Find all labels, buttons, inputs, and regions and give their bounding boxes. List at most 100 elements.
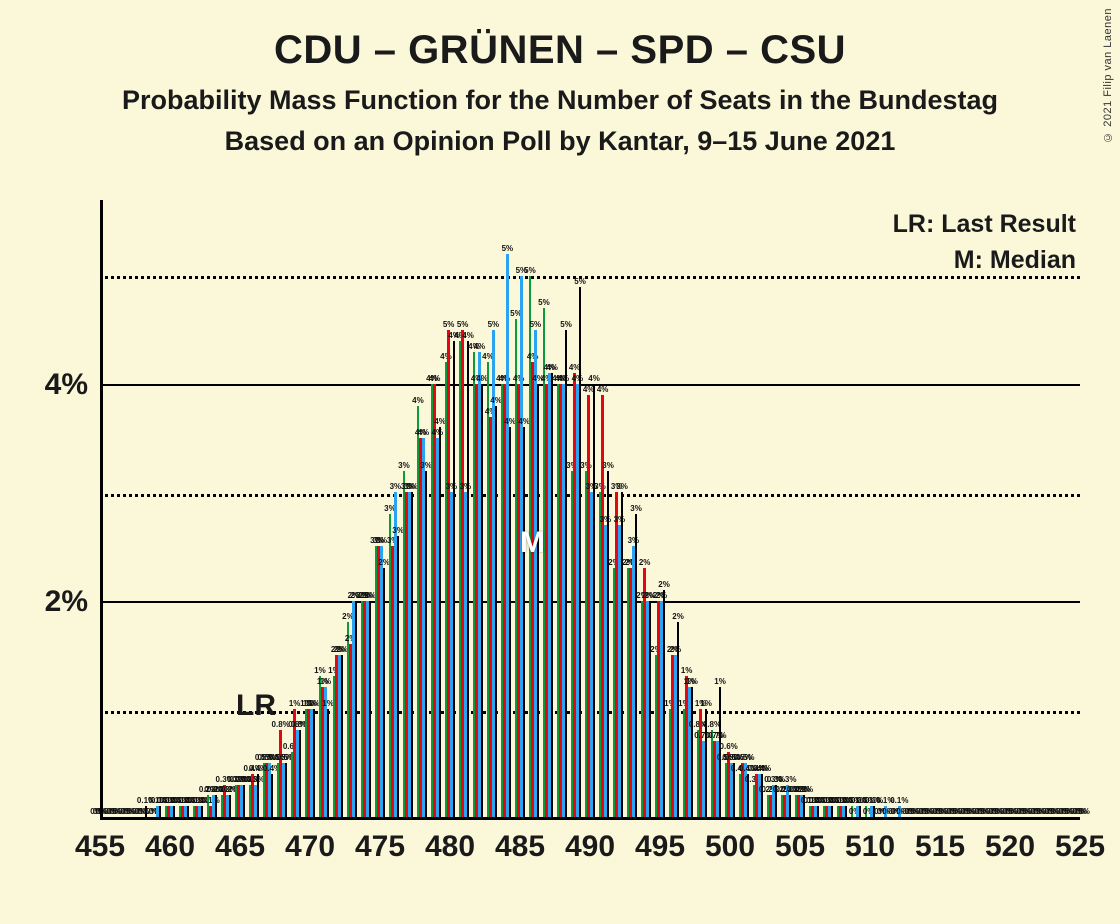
- bar-value-label: 0.5%: [736, 753, 754, 763]
- bar-value-label: 3%: [600, 515, 612, 525]
- x-tick-label: 515: [915, 830, 965, 864]
- bar-value-label: 3%: [594, 482, 606, 492]
- x-tick-label: 500: [705, 830, 755, 864]
- bar-cdu: 3%: [397, 536, 400, 817]
- annotation-last-result: LR: [236, 689, 276, 723]
- bar-cdu: 0.1%: [187, 806, 190, 817]
- chart-subtitle-2: Based on an Opinion Poll by Kantar, 9–15…: [0, 126, 1120, 157]
- bar-value-label: 3%: [376, 536, 388, 546]
- bar-cdu: 4%: [481, 384, 484, 817]
- bar-cdu: 4%: [467, 341, 470, 817]
- legend-lr: LR: Last Result: [893, 206, 1076, 242]
- bar-cdu: 0.4%: [257, 774, 260, 817]
- y-tick-label: 4%: [8, 368, 88, 402]
- x-tick-label: 475: [355, 830, 405, 864]
- bar-cdu: 2%: [355, 601, 358, 817]
- bar-cdu: 1%: [327, 709, 330, 817]
- bar-value-label: 0.1%: [890, 796, 908, 806]
- x-tick-label: 505: [775, 830, 825, 864]
- x-tick-label: 490: [565, 830, 615, 864]
- bar-value-label: 4%: [474, 342, 486, 352]
- y-tick-label: 2%: [8, 585, 88, 619]
- bar-value-label: 3%: [628, 536, 640, 546]
- x-tick-label: 480: [425, 830, 475, 864]
- bar-value-label: 4%: [432, 428, 444, 438]
- bar-cdu: 0.2%: [215, 795, 218, 817]
- bar-value-label: 0.2%: [795, 785, 813, 795]
- bar-value-label: 3%: [616, 482, 628, 492]
- bar-value-label: 4%: [527, 352, 539, 362]
- bar-cdu: 0.1%: [817, 806, 820, 817]
- bar-value-label: 4%: [572, 374, 584, 384]
- x-tick-label: 470: [285, 830, 335, 864]
- bar-value-label: 2%: [639, 558, 651, 568]
- bar-value-label: 1%: [714, 677, 726, 687]
- bars-layer: 0%0%0%0%0%0%0%0%0%0%0%0%0%0%0%0.1%0%0%0.…: [100, 200, 1080, 820]
- bar-cdu: 4%: [537, 384, 540, 817]
- chart-page: © 2021 Filip van Laenen CDU – GRÜNEN – S…: [0, 0, 1120, 924]
- bar-cdu: 0.3%: [243, 785, 246, 817]
- x-tick-label: 465: [215, 830, 265, 864]
- bar-value-label: 3%: [630, 504, 642, 514]
- bar-cdu: 4%: [495, 406, 498, 817]
- bar-value-label: 5%: [502, 244, 514, 254]
- bar-cdu: 5%: [565, 330, 568, 817]
- bar-cdu: 3%: [425, 471, 428, 817]
- bar-cdu: 0.2%: [789, 795, 792, 817]
- legend-m: M: Median: [893, 242, 1076, 278]
- bar-value-label: 0.7%: [708, 731, 726, 741]
- bar-cdu: 4%: [551, 373, 554, 817]
- bar-cdu: 0.1%: [831, 806, 834, 817]
- bar-cdu: 5%: [579, 287, 582, 817]
- bar-value-label: 0.3%: [778, 775, 796, 785]
- bar-cdu: 0.5%: [285, 763, 288, 817]
- bar-cdu: 4%: [439, 427, 442, 817]
- x-tick-label: 460: [145, 830, 195, 864]
- bar-value-label: 4%: [412, 396, 424, 406]
- bar-value-label: 4%: [597, 385, 609, 395]
- bar-value-label: 4%: [558, 374, 570, 384]
- bar-cdu: 4%: [523, 427, 526, 817]
- bar-cdu: 0.8%: [299, 730, 302, 817]
- bar-cdu: 0.1%: [173, 806, 176, 817]
- annotation-median: M: [520, 526, 545, 560]
- bar-cdu: 2%: [341, 655, 344, 817]
- bar-value-label: 3%: [446, 482, 458, 492]
- bar-value-label: 4%: [429, 374, 441, 384]
- bar-value-label: 4%: [588, 374, 600, 384]
- bar-value-label: 5%: [574, 277, 586, 287]
- x-axis-line: [100, 817, 1080, 820]
- bar-cdu: 0.1%: [845, 806, 848, 817]
- bar-cdu: 0.2%: [229, 795, 232, 817]
- chart-legend: LR: Last Result M: Median: [893, 206, 1076, 279]
- bar-value-label: 0.6%: [720, 742, 738, 752]
- bar-value-label: 4%: [462, 331, 474, 341]
- chart-plot-area: LR: Last Result M: Median 0%0%0%0%0%0%0%…: [100, 200, 1080, 820]
- bar-value-label: 1%: [681, 666, 693, 676]
- x-tick-label: 510: [845, 830, 895, 864]
- bar-value-label: 2%: [672, 612, 684, 622]
- x-tick-label: 525: [1055, 830, 1105, 864]
- bar-value-label: 1%: [314, 666, 326, 676]
- bar-value-label: 1%: [289, 699, 301, 709]
- chart-subtitle-1: Probability Mass Function for the Number…: [0, 85, 1120, 116]
- bar-value-label: 1%: [320, 677, 332, 687]
- bar-value-label: 2%: [656, 591, 668, 601]
- bar-cdu: 2%: [649, 601, 652, 817]
- bar-value-label: 1%: [700, 699, 712, 709]
- bar-value-label: 5%: [530, 320, 542, 330]
- bar-value-label: 3%: [398, 461, 410, 471]
- bar-cdu: 1%: [313, 709, 316, 817]
- bar-value-label: 5%: [538, 298, 550, 308]
- bar-value-label: 4%: [499, 374, 511, 384]
- bar-value-label: 5%: [457, 320, 469, 330]
- bar-value-label: 4%: [440, 352, 452, 362]
- bar-cdu: 4%: [593, 384, 596, 817]
- bar-cdu: 3%: [607, 471, 610, 817]
- bar-cdu: 0.1%: [159, 806, 162, 817]
- bar-cdu: 4%: [509, 427, 512, 817]
- bar-value-label: 4%: [513, 374, 525, 384]
- bar-value-label: 2%: [670, 645, 682, 655]
- bar-value-label: 3%: [460, 482, 472, 492]
- bar-cdu: 0.4%: [271, 774, 274, 817]
